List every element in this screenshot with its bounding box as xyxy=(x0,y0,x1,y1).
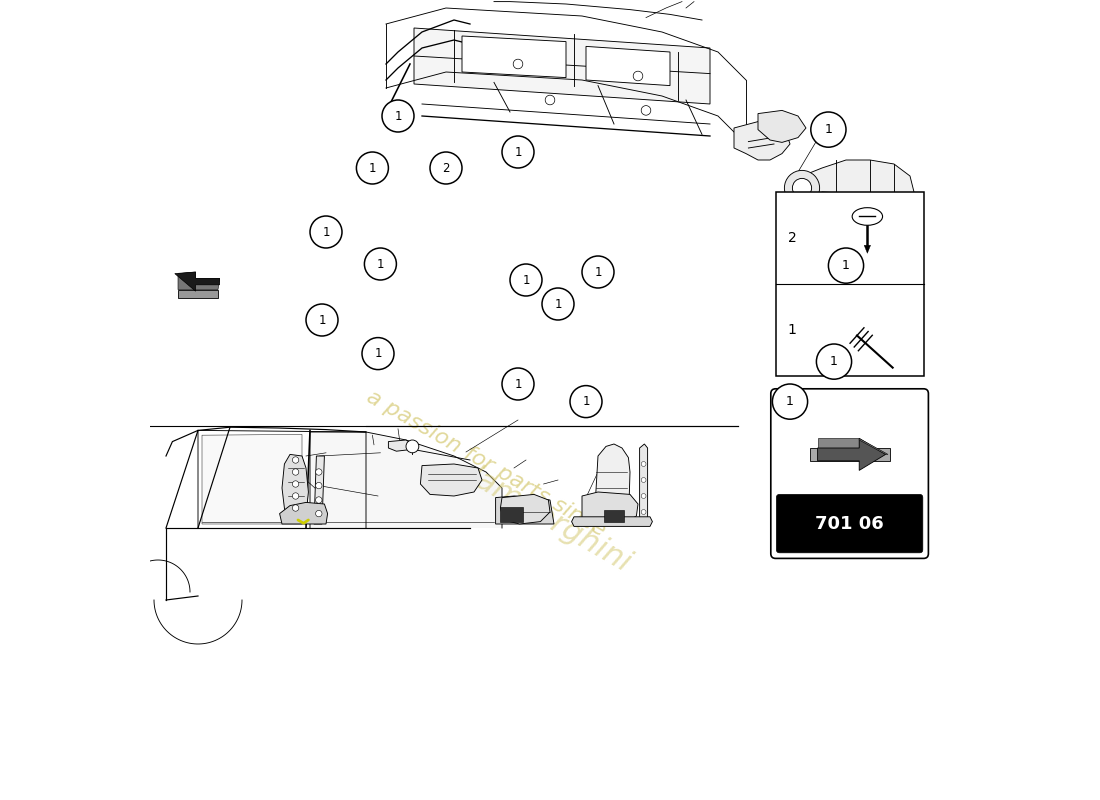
Text: 1: 1 xyxy=(394,110,402,122)
Text: 1: 1 xyxy=(522,274,530,286)
FancyBboxPatch shape xyxy=(771,389,928,558)
Text: 2: 2 xyxy=(442,162,450,174)
Text: 701 06: 701 06 xyxy=(815,515,884,533)
Text: 1: 1 xyxy=(374,347,382,360)
Circle shape xyxy=(293,469,299,475)
Polygon shape xyxy=(594,444,630,524)
Circle shape xyxy=(502,368,534,400)
Circle shape xyxy=(641,494,646,498)
Circle shape xyxy=(792,178,812,198)
Circle shape xyxy=(828,248,864,283)
Text: 1: 1 xyxy=(318,314,326,326)
Text: 1: 1 xyxy=(830,355,838,368)
Circle shape xyxy=(816,344,851,379)
Text: 1: 1 xyxy=(515,146,521,158)
Polygon shape xyxy=(414,28,710,104)
Text: a passion for parts since: a passion for parts since xyxy=(363,387,609,541)
Polygon shape xyxy=(462,36,566,78)
Polygon shape xyxy=(817,438,859,448)
Circle shape xyxy=(362,338,394,370)
Circle shape xyxy=(316,469,322,475)
Circle shape xyxy=(811,112,846,147)
Circle shape xyxy=(542,288,574,320)
Text: lamborghini: lamborghini xyxy=(464,462,636,578)
Polygon shape xyxy=(817,438,886,470)
Polygon shape xyxy=(500,494,550,524)
Circle shape xyxy=(430,152,462,184)
Text: 1: 1 xyxy=(515,378,521,390)
Circle shape xyxy=(356,152,388,184)
Circle shape xyxy=(514,59,522,69)
Circle shape xyxy=(293,481,299,487)
Text: 1: 1 xyxy=(825,123,833,136)
FancyBboxPatch shape xyxy=(777,494,923,553)
Text: 1: 1 xyxy=(582,395,590,408)
Polygon shape xyxy=(639,444,648,524)
Circle shape xyxy=(293,457,299,463)
Circle shape xyxy=(502,136,534,168)
Circle shape xyxy=(406,440,419,453)
Circle shape xyxy=(293,505,299,511)
Text: 1: 1 xyxy=(368,162,376,174)
Polygon shape xyxy=(810,448,890,461)
Text: 1: 1 xyxy=(843,259,850,272)
Circle shape xyxy=(641,478,646,482)
Ellipse shape xyxy=(852,208,882,226)
Polygon shape xyxy=(279,502,328,524)
Circle shape xyxy=(364,248,396,280)
Text: 1: 1 xyxy=(786,395,794,408)
Polygon shape xyxy=(802,160,914,226)
Polygon shape xyxy=(496,496,554,524)
Circle shape xyxy=(546,95,554,105)
Circle shape xyxy=(382,100,414,132)
Circle shape xyxy=(293,493,299,499)
Text: 1: 1 xyxy=(554,298,562,310)
Bar xyxy=(604,510,625,522)
Circle shape xyxy=(310,216,342,248)
Polygon shape xyxy=(586,46,670,86)
Polygon shape xyxy=(734,122,790,160)
Polygon shape xyxy=(310,432,502,528)
Circle shape xyxy=(641,510,646,514)
Polygon shape xyxy=(572,517,652,526)
FancyBboxPatch shape xyxy=(776,192,924,376)
Circle shape xyxy=(510,264,542,296)
Polygon shape xyxy=(178,272,220,290)
Circle shape xyxy=(772,384,807,419)
Circle shape xyxy=(316,510,322,517)
Circle shape xyxy=(316,482,322,489)
Polygon shape xyxy=(388,440,412,451)
Circle shape xyxy=(784,170,820,206)
Text: 2: 2 xyxy=(788,231,796,245)
Polygon shape xyxy=(178,290,218,298)
Circle shape xyxy=(570,386,602,418)
Circle shape xyxy=(641,462,646,466)
Circle shape xyxy=(582,256,614,288)
Polygon shape xyxy=(859,438,888,454)
Polygon shape xyxy=(865,246,870,254)
Text: 1: 1 xyxy=(594,266,602,278)
Bar xyxy=(500,507,522,522)
Circle shape xyxy=(634,71,642,81)
Circle shape xyxy=(316,497,322,503)
Polygon shape xyxy=(314,456,324,524)
Text: 1: 1 xyxy=(376,258,384,270)
Text: 1: 1 xyxy=(322,226,330,238)
Polygon shape xyxy=(420,464,482,496)
Text: 1: 1 xyxy=(788,323,796,337)
Circle shape xyxy=(306,304,338,336)
Polygon shape xyxy=(582,492,638,524)
Polygon shape xyxy=(202,434,302,524)
Polygon shape xyxy=(175,272,220,291)
Polygon shape xyxy=(282,454,308,516)
Circle shape xyxy=(641,106,651,115)
Polygon shape xyxy=(758,110,806,142)
